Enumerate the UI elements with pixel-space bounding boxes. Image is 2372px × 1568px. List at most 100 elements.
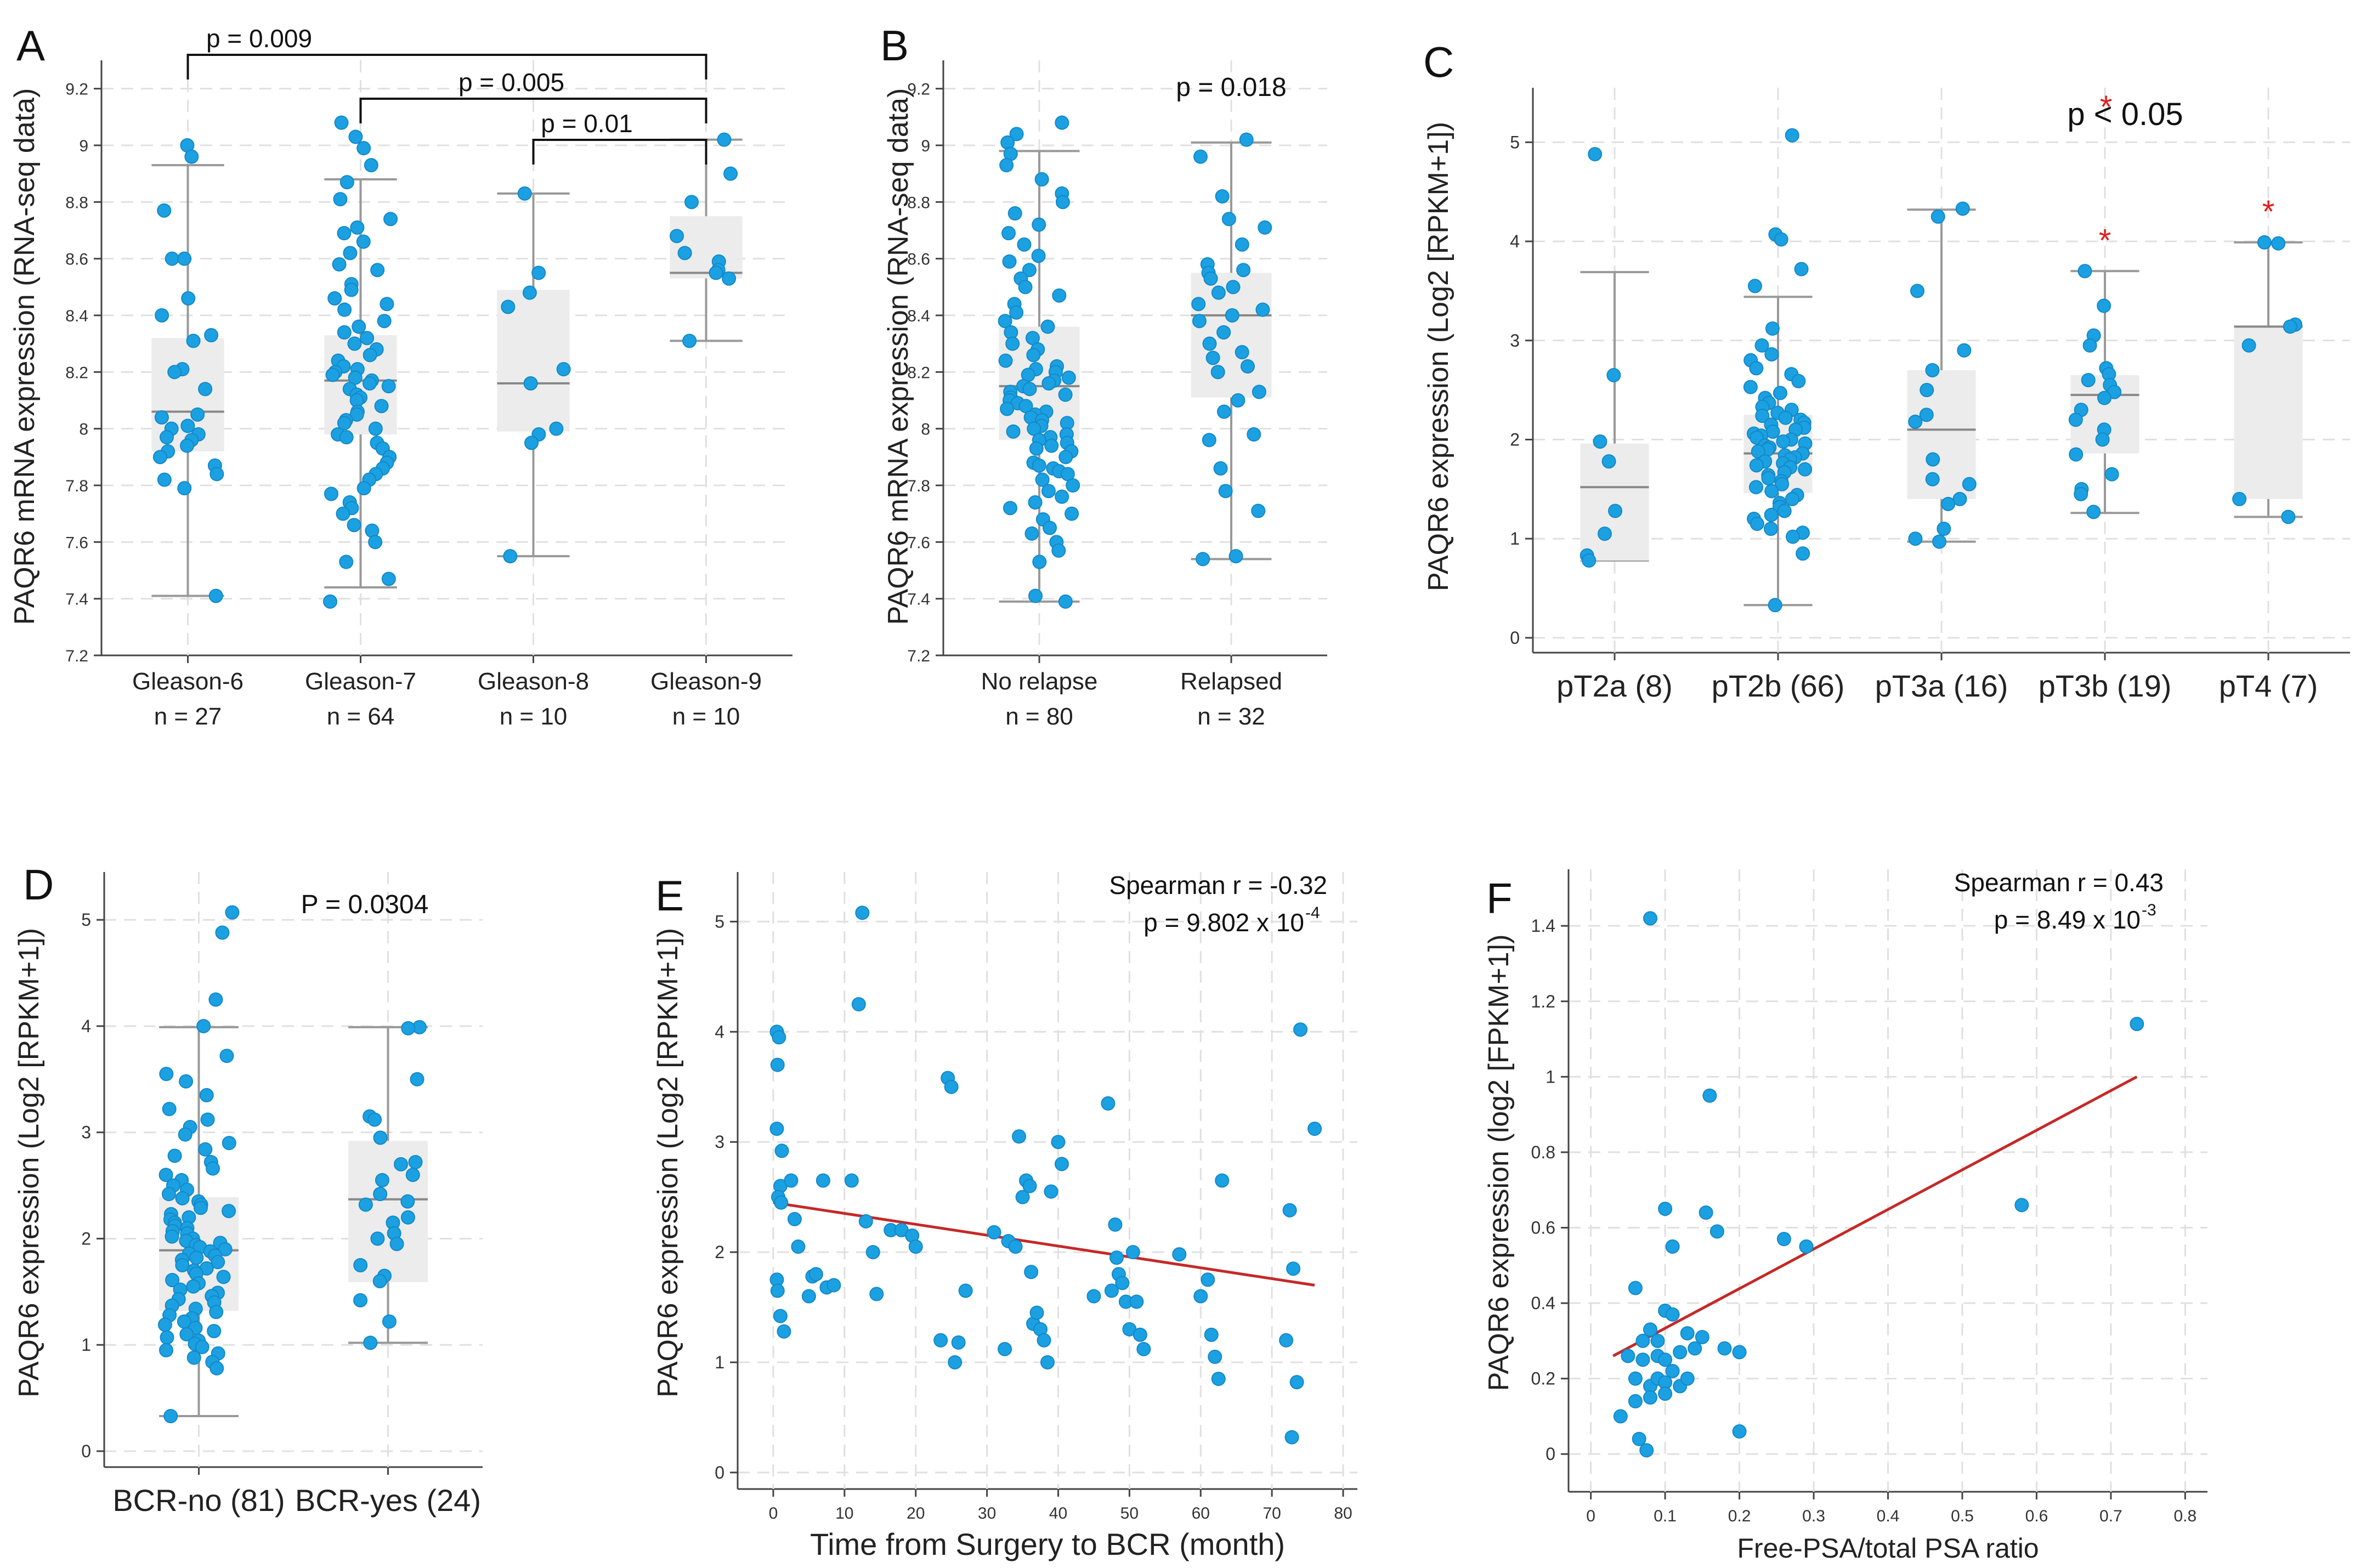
- data-point: [1754, 338, 1769, 353]
- data-point: [816, 1173, 830, 1188]
- data-point: [210, 1361, 224, 1375]
- data-point: [1307, 1122, 1322, 1136]
- data-point: [2271, 236, 2286, 251]
- data-point: [336, 506, 350, 521]
- data-point: [1231, 393, 1246, 407]
- data-point: [1919, 407, 1934, 422]
- data-point: [1777, 503, 1792, 518]
- spearman-p-exponent: -4: [1305, 904, 1320, 922]
- data-point: [222, 1136, 236, 1151]
- x-tick-label: 40: [1049, 1504, 1067, 1522]
- data-point: [1658, 1352, 1673, 1367]
- data-point: [1764, 484, 1779, 499]
- data-point: [855, 905, 870, 920]
- data-point: [1608, 503, 1623, 518]
- data-point: [1750, 517, 1764, 531]
- data-point: [157, 472, 172, 487]
- data-point: [327, 291, 342, 305]
- y-tick-label: 2: [1510, 429, 1520, 449]
- data-point: [1032, 554, 1047, 569]
- data-point: [1018, 280, 1033, 295]
- data-point: [186, 1350, 201, 1365]
- data-point: [165, 1229, 179, 1244]
- data-point: [1910, 284, 1924, 298]
- data-point: [1286, 1261, 1301, 1276]
- data-point: [1665, 1363, 1680, 1378]
- data-point: [1225, 308, 1239, 322]
- data-point: [1129, 1294, 1144, 1309]
- y-axis-label: PAQR6 mRNA expression (RNA-seq data): [9, 88, 41, 625]
- data-point: [154, 410, 169, 424]
- data-point: [381, 379, 396, 394]
- data-point: [1695, 1329, 1709, 1344]
- bracket-line: [359, 98, 707, 123]
- data-point: [791, 1239, 806, 1254]
- data-point: [1037, 1333, 1051, 1348]
- y-tick-label: 0.6: [1531, 1218, 1555, 1237]
- data-point: [198, 1142, 213, 1157]
- data-point: [1765, 321, 1780, 336]
- data-point: [865, 1245, 880, 1260]
- data-point: [1748, 480, 1763, 495]
- data-point: [1258, 220, 1272, 235]
- x-category-label: Gleason-7: [305, 668, 416, 695]
- data-point: [2241, 338, 2256, 353]
- y-tick-label: 8.2: [907, 364, 930, 382]
- data-point: [1216, 404, 1231, 419]
- data-point: [1104, 1283, 1119, 1298]
- data-point: [998, 1341, 1012, 1356]
- y-tick-label: 0: [81, 1441, 91, 1461]
- data-point: [186, 333, 201, 348]
- data-point: [157, 1317, 172, 1332]
- data-point: [389, 1237, 404, 1252]
- data-point: [1926, 452, 1940, 467]
- panel-C: C PAQR6 expression (Log2 [RPKM+1]) 0 1 2 3 4 5 p…: [1423, 38, 2350, 703]
- box-A-2: Gleason-8 n = 10: [478, 60, 589, 730]
- y-tick-label: 3: [81, 1123, 91, 1142]
- data-point: [324, 486, 338, 501]
- data-point: [1932, 534, 1947, 549]
- data-point: [670, 229, 684, 244]
- y-axis-label: PAQR6 expression (log2 [FPKM+1]): [1483, 935, 1515, 1391]
- data-point: [1015, 1190, 1030, 1204]
- p-value-annotation: p = 0.018: [1176, 73, 1287, 102]
- data-point: [1937, 522, 1951, 536]
- y-tick-label: 0: [1546, 1444, 1555, 1464]
- data-point: [363, 348, 377, 363]
- y-tick-label: 3: [715, 1132, 724, 1152]
- data-point: [1743, 380, 1758, 394]
- data-point: [1215, 1173, 1230, 1188]
- y-tick-label: 5: [715, 912, 724, 931]
- data-point: [353, 1293, 368, 1307]
- data-point: [1041, 376, 1056, 390]
- data-point: [1658, 1386, 1673, 1401]
- data-point: [1768, 598, 1782, 613]
- y-tick-label: 7.6: [65, 534, 88, 552]
- x-category-label: Relapsed: [1180, 668, 1282, 695]
- data-point: [1764, 347, 1779, 362]
- data-point: [1035, 472, 1050, 487]
- x-tick-label: 0.5: [1951, 1507, 1974, 1525]
- data-point: [1210, 365, 1225, 380]
- data-point: [1247, 427, 1261, 441]
- data-point: [1785, 491, 1799, 506]
- data-point: [161, 1187, 176, 1202]
- data-point: [2077, 264, 2092, 279]
- data-point: [370, 263, 385, 278]
- data-point: [1747, 279, 1762, 293]
- data-point: [999, 158, 1014, 173]
- data-point: [944, 1079, 959, 1094]
- data-point: [1957, 343, 1972, 358]
- data-point: [225, 905, 240, 920]
- data-point: [1055, 195, 1070, 210]
- data-point: [2074, 486, 2088, 501]
- data-point: [1191, 297, 1206, 312]
- panel-label: A: [16, 21, 45, 70]
- data-point: [1255, 302, 1270, 317]
- data-point: [1755, 409, 1770, 423]
- spearman-r: Spearman r = -0.32: [1109, 871, 1327, 899]
- data-point: [1032, 217, 1046, 232]
- y-tick-label: 1: [81, 1335, 91, 1355]
- data-point: [1109, 1250, 1124, 1265]
